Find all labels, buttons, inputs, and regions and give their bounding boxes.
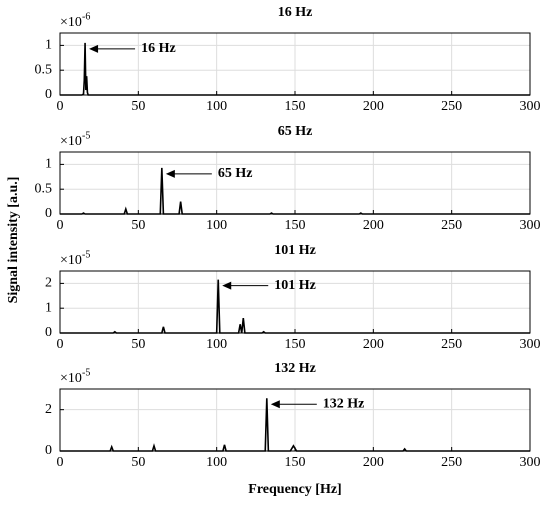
y-tick-label: 0: [45, 87, 52, 102]
scale-base: ×10: [60, 371, 82, 386]
x-tick-label: 100: [206, 99, 227, 114]
x-tick-label: 50: [131, 99, 145, 114]
arrow-head: [89, 44, 99, 53]
scale-exponent: -6: [82, 11, 90, 22]
x-tick-label: 100: [206, 337, 227, 352]
y-tick-label: 2: [45, 402, 52, 417]
x-tick-label: 50: [131, 455, 145, 470]
y-tick-label: 1: [45, 157, 52, 172]
x-tick-label: 100: [206, 455, 227, 470]
scale-exponent: -5: [82, 130, 90, 141]
x-tick-label: 300: [520, 455, 541, 470]
x-tick-label: 0: [57, 218, 64, 233]
scale-base: ×10: [60, 134, 82, 149]
scale-base: ×10: [60, 15, 82, 30]
x-tick-label: 250: [441, 455, 462, 470]
x-tick-label: 0: [57, 99, 64, 114]
arrow-head: [270, 400, 280, 409]
scale-base: ×10: [60, 253, 82, 268]
subplot-title: 16 Hz: [278, 5, 313, 20]
y-axis-label: Signal intensity [a.u.]: [6, 177, 21, 304]
x-tick-label: 200: [363, 99, 384, 114]
x-axis-label: Frequency [Hz]: [248, 482, 341, 497]
spectrum-line: [60, 279, 530, 334]
spectrum-line: [60, 398, 530, 452]
subplot-title: 101 Hz: [274, 243, 316, 258]
x-tick-label: 250: [441, 218, 462, 233]
y-tick-label: 1: [45, 300, 52, 315]
x-tick-label: 50: [131, 218, 145, 233]
annotation: 132 Hz: [323, 397, 365, 412]
y-tick-label: 0.5: [35, 62, 53, 77]
x-tick-label: 300: [520, 218, 541, 233]
annotation: 65 Hz: [218, 166, 253, 181]
x-tick-label: 150: [285, 99, 306, 114]
y-tick-label: 1: [45, 38, 52, 53]
x-tick-label: 50: [131, 337, 145, 352]
plot-frame: [59, 388, 531, 452]
arrow-head: [222, 281, 232, 290]
x-tick-label: 200: [363, 455, 384, 470]
spectrum-line: [60, 42, 530, 96]
x-tick-label: 250: [441, 99, 462, 114]
subplot-title: 132 Hz: [274, 361, 316, 376]
spectrum-line: [60, 167, 530, 215]
x-tick-label: 200: [363, 337, 384, 352]
scale-exponent: -5: [82, 367, 90, 378]
x-tick-label: 100: [206, 218, 227, 233]
x-tick-label: 0: [57, 337, 64, 352]
y-tick-label: 0.5: [35, 181, 53, 196]
annotation: 101 Hz: [274, 278, 316, 293]
x-tick-label: 150: [285, 218, 306, 233]
subplot-title: 65 Hz: [278, 124, 313, 139]
annotation: 16 Hz: [141, 41, 176, 56]
y-tick-label: 0: [45, 206, 52, 221]
x-tick-label: 300: [520, 99, 541, 114]
y-tick-label: 2: [45, 276, 52, 291]
x-tick-label: 150: [285, 455, 306, 470]
x-tick-label: 150: [285, 337, 306, 352]
arrow-head: [165, 169, 175, 178]
scale-exponent: -5: [82, 249, 90, 260]
y-tick-label: 0: [45, 443, 52, 458]
x-tick-label: 300: [520, 337, 541, 352]
y-tick-label: 0: [45, 325, 52, 340]
x-tick-label: 250: [441, 337, 462, 352]
x-tick-label: 0: [57, 455, 64, 470]
x-tick-label: 200: [363, 218, 384, 233]
